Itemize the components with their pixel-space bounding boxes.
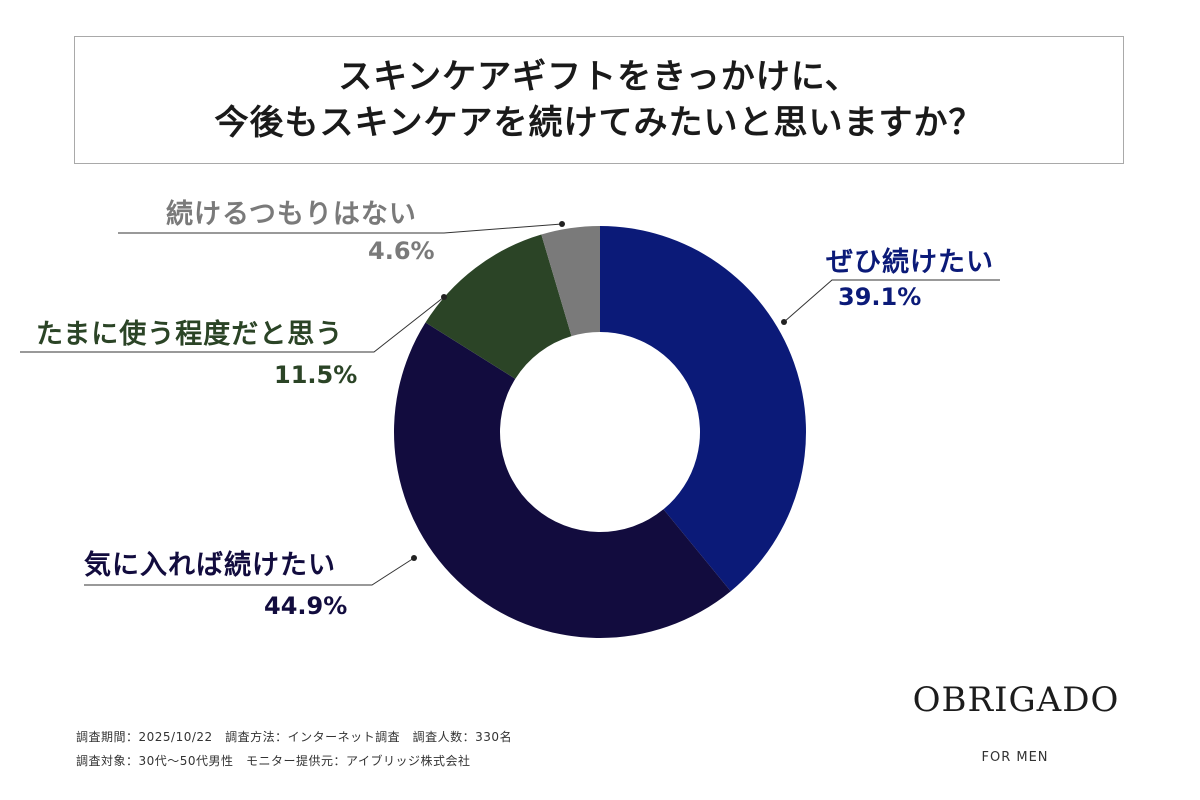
leader-kiniireba-dot — [411, 555, 417, 561]
label-kiniireba-text: 気に入れば続けたい — [84, 550, 336, 581]
label-tsuzukeru-text: 続けるつもりはない — [166, 199, 417, 230]
leader-tsuzukeru — [118, 223, 563, 234]
leader-tamani-dot — [441, 294, 447, 300]
title-line-1: スキンケアギフトをきっかけに、 — [338, 57, 860, 97]
label-tsuzukeru-value: 4.6% — [368, 237, 435, 265]
leader-zehi-dot — [781, 319, 787, 325]
title-line-2: 今後もスキンケアを続けてみたいと思いますか？ — [214, 103, 984, 143]
label-zehi-value: 39.1% — [838, 283, 922, 311]
brand-logo: OBRIGADO — [912, 680, 1120, 720]
slice-tsuzukeru — [541, 226, 600, 337]
leader-tamani — [20, 296, 445, 353]
slice-tamani — [425, 234, 572, 379]
label-kiniireba-value: 44.9% — [264, 592, 348, 620]
slice-zehi — [600, 226, 806, 592]
label-tamani-value: 11.5% — [274, 361, 358, 389]
brand-sub: FOR MEN — [981, 750, 1049, 765]
footer-line-1: 調査期間：2025/10/22 調査方法：インターネット調査 調査人数：330名 — [76, 730, 513, 744]
label-tamani: たまに使う程度だと思う 11.5% — [36, 312, 357, 389]
label-tsuzukeru: 続けるつもりはない 4.6% — [166, 192, 435, 265]
leader-zehi — [783, 279, 1000, 323]
leader-tsuzukeru-dot — [559, 221, 565, 227]
slice-kiniireba — [393, 322, 731, 639]
label-kiniireba: 気に入れば続けたい 44.9% — [84, 543, 347, 620]
title-box: スキンケアギフトをきっかけに、 今後もスキンケアを続けてみたいと思いますか？ — [74, 36, 1124, 164]
footer-line-2: 調査対象：30代〜50代男性 モニター提供元：アイブリッジ株式会社 — [76, 754, 471, 768]
label-tamani-text: たまに使う程度だと思う — [36, 319, 344, 350]
label-zehi: ぜひ続けたい 39.1% — [826, 240, 994, 311]
leader-kiniireba — [84, 557, 415, 586]
label-zehi-text: ぜひ続けたい — [826, 247, 994, 278]
